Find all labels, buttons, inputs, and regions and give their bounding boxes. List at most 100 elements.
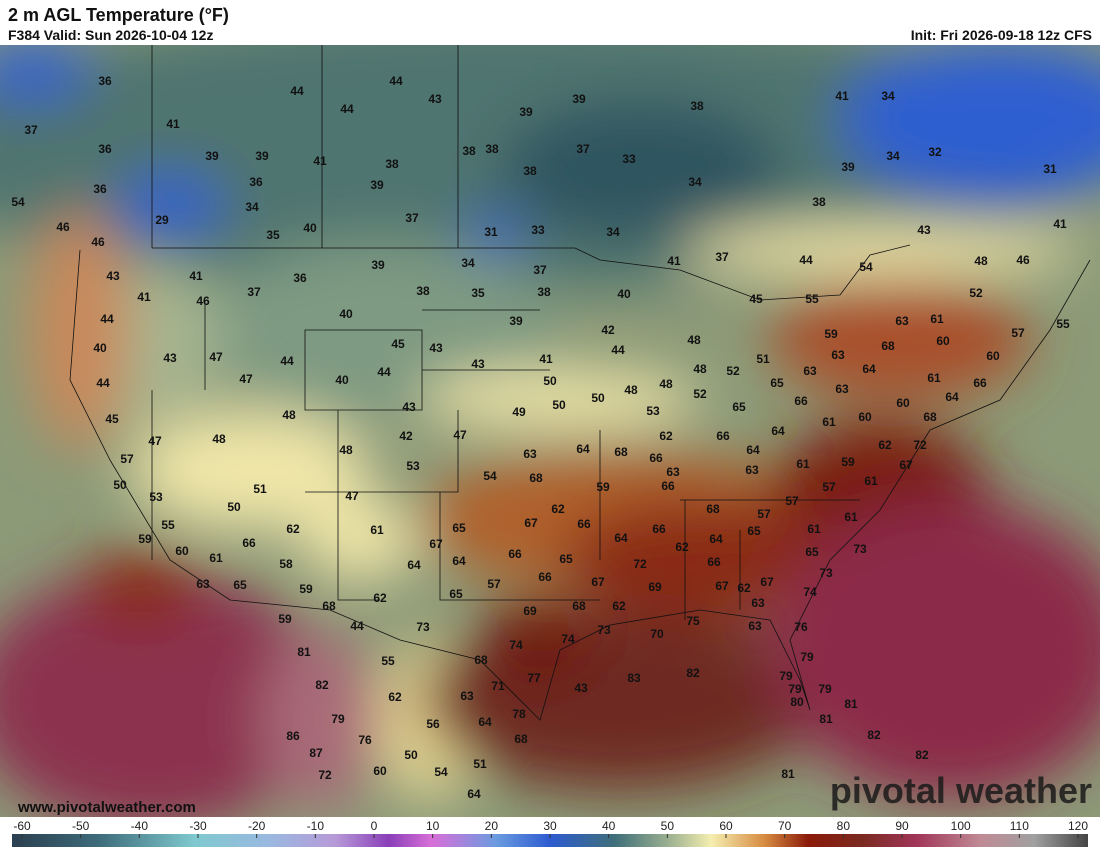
temperature-label: 87 (309, 746, 323, 760)
temperature-label: 64 (771, 424, 785, 438)
temperature-label: 46 (91, 235, 105, 249)
temperature-label: 81 (844, 697, 858, 711)
temperature-label: 61 (864, 474, 878, 488)
temperature-label: 48 (282, 408, 296, 422)
temperature-label: 62 (878, 438, 892, 452)
temperature-label: 39 (205, 149, 219, 163)
temperature-label: 76 (794, 620, 808, 634)
temperature-label: 36 (249, 175, 263, 189)
colorbar-ticks: -60 -50 -40 -30 -20 -10 0 10 20 30 40 50 60 70 80 90 100… (13, 819, 1088, 838)
temperature-label: 60 (175, 544, 189, 558)
temperature-label: 40 (303, 221, 317, 235)
temperature-label: 79 (818, 682, 832, 696)
temperature-label: 47 (209, 350, 223, 364)
temperature-label: 70 (650, 627, 664, 641)
temperature-label: 41 (313, 154, 327, 168)
temperature-label: 37 (533, 263, 547, 277)
temperature-label: 38 (462, 144, 476, 158)
temperature-label: 67 (429, 537, 443, 551)
temperature-label: 65 (233, 578, 247, 592)
temperature-label: 51 (253, 482, 267, 496)
temperature-label: 34 (688, 175, 702, 189)
temperature-label: 50 (552, 398, 566, 412)
temperature-label: 68 (322, 599, 336, 613)
temperature-label: 76 (358, 733, 372, 747)
temperature-label: 63 (196, 577, 210, 591)
temperature-label: 41 (835, 89, 849, 103)
map-title: 2 m AGL Temperature (°F) (8, 5, 229, 25)
temperature-label: 67 (899, 458, 913, 472)
boundaries (69, 45, 1091, 721)
temperature-label: 44 (611, 343, 625, 357)
temperature-label: 64 (576, 442, 590, 456)
temperature-label: 47 (345, 489, 359, 503)
temperature-label: 66 (508, 547, 522, 561)
temperature-label: 66 (652, 522, 666, 536)
colorbar-tick-label: -50 (72, 819, 90, 833)
temperature-label: 43 (163, 351, 177, 365)
temperature-label: 68 (706, 502, 720, 516)
temperature-label: 68 (514, 732, 528, 746)
temperature-label: 60 (986, 349, 1000, 363)
temperature-label: 64 (467, 787, 481, 801)
temperature-label: 39 (370, 178, 384, 192)
temperature-label: 59 (299, 582, 313, 596)
temperature-label: 62 (737, 581, 751, 595)
temperature-label: 83 (627, 671, 641, 685)
header-bar (0, 0, 1100, 45)
colorbar-tick-label: 30 (543, 819, 557, 833)
temperature-label: 43 (402, 400, 416, 414)
temperature-label: 38 (416, 284, 430, 298)
temperature-label: 60 (936, 334, 950, 348)
temperature-label: 69 (648, 580, 662, 594)
temperature-label: 66 (538, 570, 552, 584)
temperature-label: 47 (453, 428, 467, 442)
temperature-label: 62 (388, 690, 402, 704)
temperature-label: 60 (896, 396, 910, 410)
temperature-label: 62 (612, 599, 626, 613)
temperature-label: 65 (805, 545, 819, 559)
temperature-label: 37 (24, 123, 38, 137)
temperature-label: 38 (385, 157, 399, 171)
init-time: Init: Fri 2026-09-18 12z CFS (911, 27, 1092, 43)
temperature-label: 64 (945, 390, 959, 404)
temperature-label: 35 (266, 228, 280, 242)
temperature-label: 34 (606, 225, 620, 239)
temperature-label: 79 (331, 712, 345, 726)
temperature-label: 62 (675, 540, 689, 554)
temperature-label: 45 (105, 412, 119, 426)
colorbar-tick-label: 60 (719, 819, 733, 833)
temperature-label: 74 (561, 632, 575, 646)
temperature-label: 52 (693, 387, 707, 401)
temperature-label: 54 (11, 195, 25, 209)
temperature-label: 81 (819, 712, 833, 726)
temperature-label: 39 (841, 160, 855, 174)
temperature-label: 38 (523, 164, 537, 178)
temperature-label: 67 (715, 579, 729, 593)
temperature-label: 64 (614, 531, 628, 545)
temperature-label: 82 (315, 678, 329, 692)
temperature-label: 63 (835, 382, 849, 396)
temperature-label: 57 (487, 577, 501, 591)
temperature-label: 66 (973, 376, 987, 390)
temperature-label: 55 (805, 292, 819, 306)
temperature-label: 52 (726, 364, 740, 378)
temperature-label: 41 (667, 254, 681, 268)
temperature-label: 64 (746, 443, 760, 457)
temperature-label: 38 (485, 142, 499, 156)
temperature-label: 34 (886, 149, 900, 163)
temperature-label: 48 (659, 377, 673, 391)
temperature-label: 63 (895, 314, 909, 328)
temperature-label: 54 (483, 469, 497, 483)
temperature-label: 44 (377, 365, 391, 379)
temperature-label: 44 (280, 354, 294, 368)
temperature-label: 40 (93, 341, 107, 355)
temperature-label: 81 (297, 645, 311, 659)
temperature-label: 43 (574, 681, 588, 695)
temperature-label: 66 (661, 479, 675, 493)
temperature-label: 31 (484, 225, 498, 239)
temperature-label: 55 (161, 518, 175, 532)
temperature-label: 74 (803, 585, 817, 599)
temperature-label: 50 (113, 478, 127, 492)
temperature-label: 50 (227, 500, 241, 514)
